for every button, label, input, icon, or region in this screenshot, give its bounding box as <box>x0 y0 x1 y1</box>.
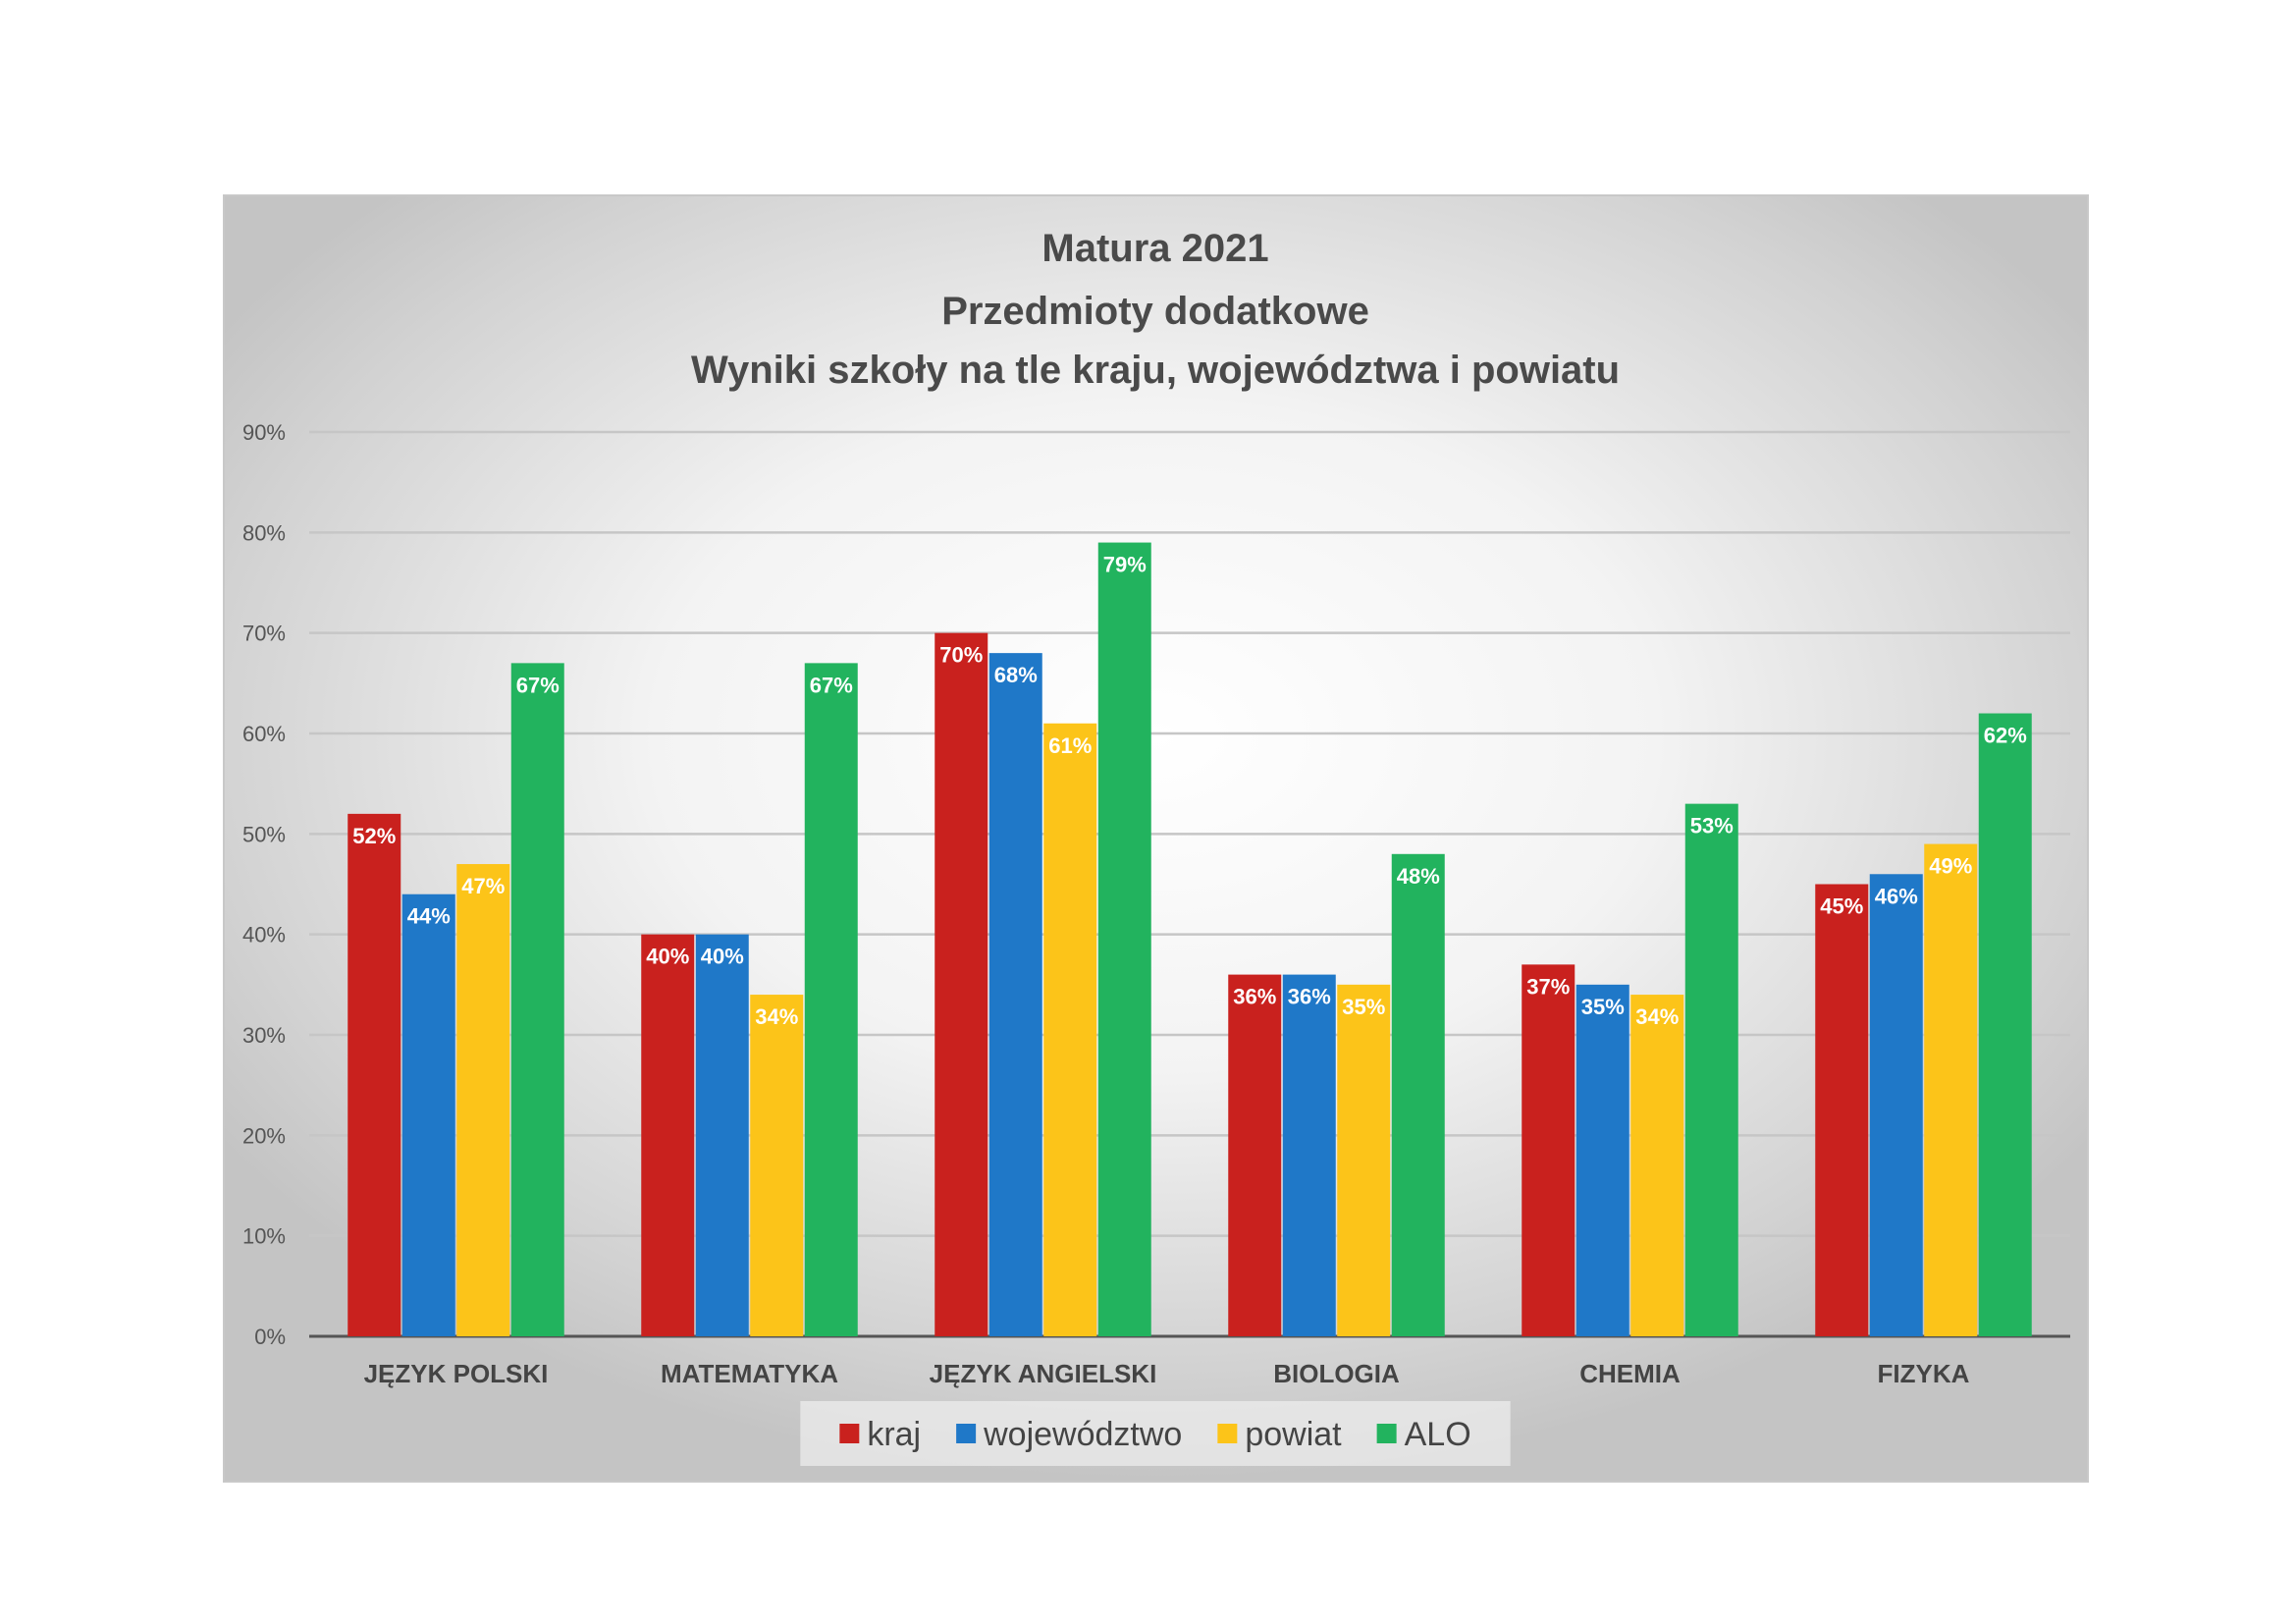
legend: kraj województwo powiat ALO <box>800 1401 1511 1466</box>
chart-title-line-3: Wyniki szkoły na tle kraju, województwa … <box>691 349 1620 392</box>
bar-kraj <box>347 813 401 1336</box>
data-label: 34% <box>1635 1004 1679 1029</box>
legend-label-powiat: powiat <box>1245 1416 1342 1453</box>
data-label: 68% <box>994 663 1038 687</box>
data-label: 37% <box>1526 974 1570 999</box>
bar-ALO <box>804 663 858 1336</box>
y-tick-label: 60% <box>242 722 286 746</box>
bar-powiat <box>1924 843 1978 1336</box>
y-tick-label: 20% <box>242 1123 286 1148</box>
y-tick-label: 70% <box>242 622 286 646</box>
y-tick-label: 50% <box>242 822 286 846</box>
bar-powiat <box>456 864 510 1336</box>
x-tick-label: MATEMATYKA <box>661 1359 838 1388</box>
bar-kraj <box>1815 884 1869 1336</box>
data-label: 49% <box>1929 854 1972 879</box>
bar-kraj <box>1522 964 1575 1336</box>
bar-powiat <box>750 995 804 1336</box>
legend-swatch-ALO <box>1376 1424 1397 1443</box>
y-tick-label: 30% <box>242 1023 286 1048</box>
data-label: 47% <box>461 874 505 898</box>
y-tick-label: 10% <box>242 1224 286 1249</box>
bar-powiat <box>1337 984 1391 1336</box>
data-label: 34% <box>755 1004 798 1029</box>
legend-swatch-powiat <box>1217 1424 1238 1443</box>
legend-label-kraj: kraj <box>867 1416 921 1453</box>
bar-ALO <box>1097 542 1151 1336</box>
legend-swatch-województwo <box>956 1424 977 1443</box>
data-label: 52% <box>352 824 396 848</box>
x-tick-label: BIOLOGIA <box>1273 1359 1400 1388</box>
x-tick-label: FIZYKA <box>1878 1359 1970 1388</box>
data-label: 40% <box>701 945 744 969</box>
x-tick-label: JĘZYK POLSKI <box>364 1359 549 1388</box>
bar-województwo <box>1282 974 1336 1336</box>
bar-ALO <box>1391 853 1445 1336</box>
data-label: 67% <box>516 673 560 697</box>
x-axis-ticks: JĘZYK POLSKI MATEMATYKA JĘZYK ANGIELSKI BIO… <box>364 1359 1970 1388</box>
bar-chart: Matura 2021 Przedmioty dodatkowe Wyniki … <box>242 227 2070 1466</box>
data-label: 35% <box>1581 995 1625 1019</box>
y-tick-label: 80% <box>242 520 286 545</box>
data-label: 62% <box>1984 724 2027 748</box>
bar-powiat <box>1043 723 1097 1336</box>
chart-title-line-2: Przedmioty dodatkowe <box>941 290 1369 333</box>
y-tick-label: 0% <box>254 1325 286 1349</box>
bar-województwo <box>988 653 1042 1336</box>
bar-województwo <box>1869 874 1923 1336</box>
bar-kraj <box>1228 974 1282 1336</box>
data-labels: 52% 44% 47% 67% 40% 40% 34% 67% 70% 68% 61% 79% 36% 3… <box>352 553 2027 1030</box>
data-label: 61% <box>1048 733 1092 758</box>
y-tick-label: 40% <box>242 923 286 947</box>
y-axis-ticks: 0% 10% 20% 30% 40% 50% 60% 70% 80% 90% <box>242 420 286 1349</box>
bar-kraj <box>641 934 695 1336</box>
bar-powiat <box>1630 995 1684 1336</box>
legend-swatch-kraj <box>839 1424 860 1443</box>
data-label: 67% <box>810 673 853 697</box>
data-label: 35% <box>1342 995 1385 1019</box>
bar-województwo <box>695 934 749 1336</box>
data-label: 44% <box>407 904 451 929</box>
bar-ALO <box>1684 803 1738 1336</box>
bars <box>347 542 2032 1336</box>
data-label: 45% <box>1820 894 1863 919</box>
bar-kraj <box>934 632 988 1336</box>
gridlines <box>309 430 2070 1338</box>
data-label: 79% <box>1103 553 1147 577</box>
legend-label-ALO: ALO <box>1405 1416 1471 1453</box>
chart-title: Matura 2021 Przedmioty dodatkowe Wyniki … <box>691 227 1620 392</box>
y-tick-label: 90% <box>242 420 286 445</box>
data-label: 46% <box>1875 884 1918 908</box>
data-label: 70% <box>939 643 983 668</box>
data-label: 40% <box>646 945 689 969</box>
chart-title-line-1: Matura 2021 <box>1041 227 1268 270</box>
chart-frame: Matura 2021 Przedmioty dodatkowe Wyniki … <box>223 194 2089 1483</box>
legend-label-województwo: województwo <box>983 1416 1182 1453</box>
bar-ALO <box>510 663 564 1336</box>
data-label: 53% <box>1690 814 1734 839</box>
data-label: 48% <box>1397 864 1440 889</box>
bar-województwo <box>401 893 455 1336</box>
x-tick-label: CHEMIA <box>1579 1359 1681 1388</box>
data-label: 36% <box>1288 985 1331 1009</box>
x-tick-label: JĘZYK ANGIELSKI <box>930 1359 1157 1388</box>
data-label: 36% <box>1233 985 1276 1009</box>
bar-ALO <box>1978 713 2032 1336</box>
bar-województwo <box>1575 984 1629 1336</box>
